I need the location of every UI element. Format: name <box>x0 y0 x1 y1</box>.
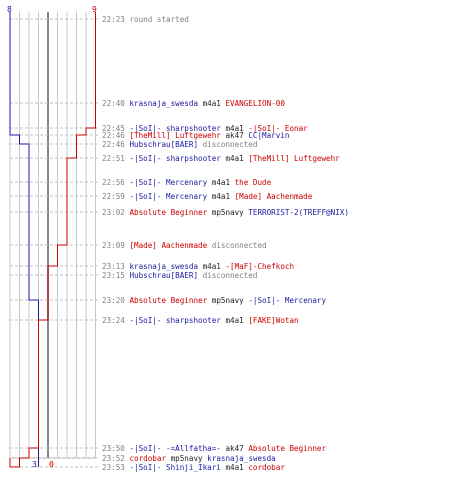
event-time: 23:09 <box>102 241 130 250</box>
event-player: -|SoI|- sharpshooter <box>129 124 221 133</box>
event-player: [TheMill] Luftgewehr <box>129 131 221 140</box>
event-player: -|SoI|- Mercenary <box>129 192 208 201</box>
blue-team-step-line <box>9 12 39 467</box>
red-end-count: 0 <box>49 460 54 469</box>
blue-end-count: 3 <box>32 460 37 469</box>
event-weapon: m4a1 <box>220 316 249 325</box>
event-player: krasnaja_swesda <box>207 454 276 463</box>
event-row: 23:09 [Made] Aachenmade disconnected <box>102 241 267 250</box>
event-time: 23:15 <box>102 271 130 280</box>
event-weapon: mp5navy <box>207 296 249 305</box>
event-status: disconnected <box>198 140 258 149</box>
event-weapon: ak47 <box>220 444 249 453</box>
event-player: -[MaF]-Chefkoch <box>225 262 295 271</box>
event-row: 23:53 -|SoI|- Shinji_Ikari m4a1 cordobar <box>102 463 285 472</box>
event-time: 22:45 <box>102 124 130 133</box>
event-row: 23:20 Absolute Beginner mp5navy -|SoI|- … <box>102 296 326 305</box>
event-weapon: m4a1 <box>207 178 235 187</box>
event-row: 22:23 round started <box>102 15 189 24</box>
event-weapon: m4a1 <box>220 463 249 472</box>
event-status: disconnected <box>207 241 267 250</box>
event-time: 23:20 <box>102 296 130 305</box>
red-team-step-line <box>9 12 96 468</box>
event-weapon: mp5navy <box>166 454 208 463</box>
event-row: 22:46 [TheMill] Luftgewehr ak47 CC|Marvi… <box>102 131 289 140</box>
event-player: krasnaja_swesda <box>129 99 199 108</box>
event-player: Hubschrau[BAER] <box>129 140 199 149</box>
event-time: 22:46 <box>102 140 130 149</box>
red-start-count: 9 <box>92 5 97 14</box>
event-weapon: ak47 <box>220 131 249 140</box>
event-weapon: m4a1 <box>207 192 235 201</box>
event-player: cordobar <box>129 454 167 463</box>
event-row: 22:56 -|SoI|- Mercenary m4a1 the Dude <box>102 178 271 187</box>
event-time: 23:24 <box>102 316 130 325</box>
event-time: 23:53 <box>102 463 130 472</box>
event-player: [FAKE]Wotan <box>248 316 299 325</box>
event-weapon: m4a1 <box>198 99 226 108</box>
unused-path <box>10 12 39 467</box>
event-player: the Dude <box>234 178 272 187</box>
event-time: 22:56 <box>102 178 130 187</box>
event-weapon: m4a1 <box>220 154 249 163</box>
event-player: krasnaja_swesda <box>129 262 199 271</box>
event-row: 23:24 -|SoI|- sharpshooter m4a1 [FAKE]Wo… <box>102 316 299 325</box>
blue-start-count: 8 <box>7 5 12 14</box>
event-weapon: m4a1 <box>198 262 226 271</box>
event-player: Absolute Beginner <box>129 296 208 305</box>
event-player: -|SoI|- Mercenary <box>248 296 327 305</box>
event-player: -|SoI|- -=Allfatha=- <box>129 444 221 453</box>
event-player: [Made] Aachenmade <box>129 241 208 250</box>
event-weapon: m4a1 <box>220 124 249 133</box>
event-status: disconnected <box>198 271 258 280</box>
event-row: 22:59 -|SoI|- Mercenary m4a1 [Made] Aach… <box>102 192 312 201</box>
event-player: -|SoI|- Mercenary <box>129 178 208 187</box>
event-row: 22:40 krasnaja_swesda m4a1 EVANGELION-00 <box>102 99 285 108</box>
event-time: 22:59 <box>102 192 130 201</box>
event-time: 23:02 <box>102 208 130 217</box>
event-player: -|SoI|- sharpshooter <box>129 316 221 325</box>
event-player: cordobar <box>248 463 285 472</box>
event-row: 23:52 cordobar mp5navy krasnaja_swesda <box>102 454 276 463</box>
event-player: EVANGELION-00 <box>225 99 285 108</box>
event-row: 23:50 -|SoI|- -=Allfatha=- ak47 Absolute… <box>102 444 326 453</box>
event-player: Hubschrau[BAER] <box>129 271 199 280</box>
event-player: -|SoI|- sharpshooter <box>129 154 221 163</box>
event-player: -|SoI|- Shinji_Ikari <box>129 463 221 472</box>
event-player: Absolute Beginner <box>129 208 208 217</box>
event-row: 23:02 Absolute Beginner mp5navy TERRORIS… <box>102 208 349 217</box>
event-time: 22:40 <box>102 99 130 108</box>
event-row: 23:15 Hubschrau[BAER] disconnected <box>102 271 257 280</box>
event-row: 23:13 krasnaja_swesda m4a1 -[MaF]-Chefko… <box>102 262 294 271</box>
event-time: 23:13 <box>102 262 130 271</box>
event-time: 23:52 <box>102 454 130 463</box>
event-player: Absolute Beginner <box>248 444 327 453</box>
event-time: 23:50 <box>102 444 130 453</box>
event-player: TERRORIST-2(TREFF@NIX) <box>248 208 349 217</box>
event-time: 22:51 <box>102 154 130 163</box>
event-player: [TheMill] Luftgewehr <box>248 154 340 163</box>
event-player: CC|Marvin <box>248 131 290 140</box>
event-row: 22:51 -|SoI|- sharpshooter m4a1 [TheMill… <box>102 154 340 163</box>
event-status: round started <box>129 15 189 24</box>
event-player: -|SoI|- Eonar <box>248 124 308 133</box>
event-weapon: mp5navy <box>207 208 249 217</box>
event-time: 22:46 <box>102 131 130 140</box>
event-row: 22:45 -|SoI|- sharpshooter m4a1 -|SoI|- … <box>102 124 308 133</box>
event-time: 22:23 <box>102 15 130 24</box>
event-row: 22:46 Hubschrau[BAER] disconnected <box>102 140 257 149</box>
event-player: [Made] Aachenmade <box>234 192 313 201</box>
